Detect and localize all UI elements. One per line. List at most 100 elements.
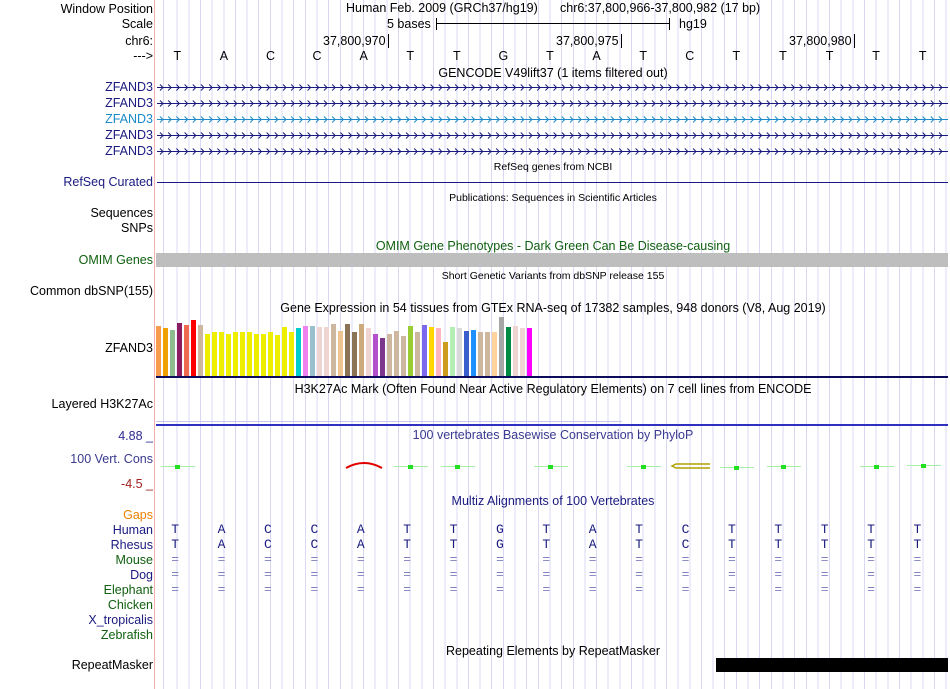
gtex-tissue-bar[interactable] (387, 333, 392, 377)
gtex-bar-chart[interactable] (155, 316, 535, 377)
gene-model-zfand3[interactable] (157, 147, 948, 156)
gene-model-zfand3[interactable] (157, 131, 948, 140)
multiz-species-gaps[interactable]: Gaps (123, 508, 153, 522)
phylop-label[interactable]: 100 Vert. Cons (70, 452, 153, 466)
gtex-tissue-bar[interactable] (268, 332, 273, 377)
repeat-element-bar[interactable] (716, 658, 948, 672)
gtex-tissue-bar[interactable] (415, 331, 420, 377)
gtex-tissue-bar[interactable] (373, 333, 378, 377)
gtex-tissue-bar[interactable] (156, 326, 161, 377)
gtex-tissue-bar[interactable] (436, 328, 441, 377)
refseq-gene-line[interactable] (157, 182, 948, 183)
gtex-tissue-bar[interactable] (310, 326, 315, 377)
gtex-tissue-bar[interactable] (401, 335, 406, 377)
gtex-tissue-bar[interactable] (450, 326, 455, 377)
multiz-species-x_tropicalis[interactable]: X_tropicalis (88, 613, 153, 627)
multiz-species-elephant[interactable]: Elephant (103, 583, 153, 597)
gtex-tissue-bar[interactable] (513, 326, 518, 377)
phylop-score-mark (780, 464, 786, 469)
gtex-tissue-bar[interactable] (366, 327, 371, 377)
repeatmasker-label[interactable]: RepeatMasker (71, 658, 153, 672)
gtex-tissue-bar[interactable] (240, 332, 245, 377)
h3k27ac-label[interactable]: Layered H3K27Ac (51, 397, 153, 411)
phylop-max-label: 4.88 _ (118, 429, 153, 443)
gtex-tissue-bar[interactable] (317, 326, 322, 377)
base-letter: A (219, 49, 229, 63)
gtex-tissue-bar[interactable] (296, 328, 301, 377)
gene-model-zfand3[interactable] (157, 115, 948, 124)
gtex-tissue-bar[interactable] (499, 317, 504, 377)
gtex-tissue-bar[interactable] (506, 326, 511, 377)
phylop-olive-arrow (670, 463, 710, 469)
gtex-tissue-bar[interactable] (219, 332, 224, 377)
gtex-tissue-bar[interactable] (408, 326, 413, 377)
gtex-tissue-bar[interactable] (485, 331, 490, 377)
gtex-tissue-bar[interactable] (380, 337, 385, 377)
gtex-tissue-bar[interactable] (212, 332, 217, 377)
gencode-label-zfand3[interactable]: ZFAND3 (105, 112, 153, 126)
base-letter: T (406, 49, 415, 63)
gtex-baseline (156, 376, 948, 378)
gencode-label-zfand3[interactable]: ZFAND3 (105, 96, 153, 110)
gtex-tissue-bar[interactable] (352, 331, 357, 377)
gtex-tissue-bar[interactable] (429, 326, 434, 377)
gtex-tissue-bar[interactable] (233, 332, 238, 377)
gencode-track-title: GENCODE V49lift37 (1 items filtered out) (438, 66, 668, 80)
gencode-label-zfand3[interactable]: ZFAND3 (105, 128, 153, 142)
gencode-label-zfand3[interactable]: ZFAND3 (105, 144, 153, 158)
gtex-tissue-bar[interactable] (527, 328, 532, 377)
gencode-label-zfand3[interactable]: ZFAND3 (105, 80, 153, 94)
gtex-tissue-bar[interactable] (520, 327, 525, 377)
gtex-tissue-bar[interactable] (457, 327, 462, 377)
gtex-tissue-bar[interactable] (247, 332, 252, 377)
dbsnp-label[interactable]: Common dbSNP(155) (30, 284, 153, 298)
gtex-tissue-bar[interactable] (261, 333, 266, 377)
publications-label-sequences[interactable]: Sequences (90, 206, 153, 220)
gtex-tissue-bar[interactable] (275, 334, 280, 377)
gtex-tissue-bar[interactable] (345, 323, 350, 377)
base-letter: T (452, 49, 461, 63)
omim-gene-bar[interactable] (156, 253, 948, 267)
gtex-tissue-bar[interactable] (394, 330, 399, 377)
gtex-tissue-bar[interactable] (478, 331, 483, 377)
gtex-tissue-bar[interactable] (163, 328, 168, 377)
gtex-tissue-bar[interactable] (422, 325, 427, 377)
multiz-alignment-row: TACCATTGTATCTTTTT (171, 537, 950, 552)
gtex-tissue-bar[interactable] (471, 330, 476, 377)
gtex-tissue-bar[interactable] (338, 330, 343, 377)
position-readout: chr6:37,800,966-37,800,982 (17 bp) (560, 1, 761, 15)
gtex-tissue-bar[interactable] (492, 332, 497, 377)
refseq-label[interactable]: RefSeq Curated (63, 175, 153, 189)
multiz-species-chicken[interactable]: Chicken (107, 598, 153, 612)
omim-label[interactable]: OMIM Genes (78, 253, 153, 267)
gtex-tissue-bar[interactable] (170, 330, 175, 377)
multiz-species-mouse[interactable]: Mouse (115, 553, 153, 567)
gtex-label[interactable]: ZFAND3 (105, 341, 153, 355)
multiz-species-dog[interactable]: Dog (130, 568, 153, 582)
gtex-tissue-bar[interactable] (205, 333, 210, 377)
gtex-tissue-bar[interactable] (289, 331, 294, 377)
phylop-track-title: 100 vertebrates Basewise Conservation by… (412, 428, 694, 442)
gtex-tissue-bar[interactable] (359, 323, 364, 377)
gene-model-zfand3[interactable] (157, 83, 948, 92)
gtex-tissue-bar[interactable] (331, 323, 336, 377)
publications-label-snps[interactable]: SNPs (121, 221, 153, 235)
gtex-tissue-bar[interactable] (464, 330, 469, 377)
gtex-tissue-bar[interactable] (254, 333, 259, 377)
gtex-tissue-bar[interactable] (226, 333, 231, 377)
gtex-tissue-bar[interactable] (191, 319, 196, 377)
base-letter: C (685, 49, 695, 63)
gtex-tissue-bar[interactable] (198, 325, 203, 377)
multiz-species-rhesus[interactable]: Rhesus (110, 538, 153, 552)
gtex-tissue-bar[interactable] (177, 322, 182, 377)
gtex-tissue-bar[interactable] (184, 325, 189, 377)
gtex-tissue-bar[interactable] (443, 342, 448, 377)
base-letter: T (918, 49, 927, 63)
gene-model-zfand3[interactable] (157, 99, 948, 108)
gtex-tissue-bar[interactable] (282, 326, 287, 377)
multiz-species-human[interactable]: Human (112, 523, 153, 537)
gtex-tissue-bar[interactable] (324, 326, 329, 377)
multiz-species-zebrafish[interactable]: Zebrafish (100, 628, 153, 642)
gtex-tissue-bar[interactable] (303, 326, 308, 377)
